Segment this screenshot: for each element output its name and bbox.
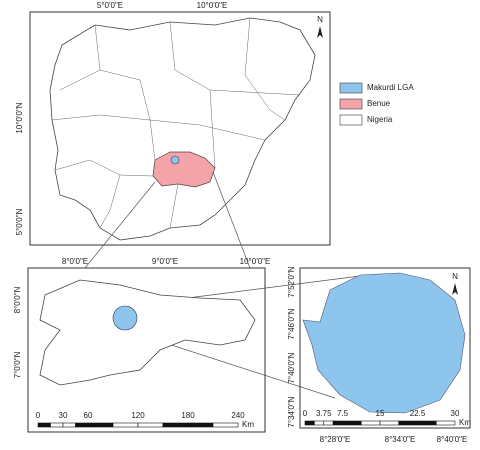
benue-frame [27, 267, 266, 433]
connector [84, 181, 156, 269]
scale-label: 0 [303, 409, 308, 418]
scale-segment [75, 422, 89, 428]
scale-label: 15 [376, 409, 385, 418]
lat-label: 10°0'0"N [15, 102, 24, 133]
connector [212, 171, 251, 269]
legend-label: Nigeria [367, 115, 393, 124]
scale-label: 180 [181, 411, 195, 420]
lon-label: 8°34'0"E [385, 435, 416, 444]
scale-segment [87, 422, 114, 428]
scale-segment [398, 420, 418, 426]
scale-segment [304, 420, 315, 426]
legend: Makurdi LGA Benue Nigeria [339, 82, 414, 126]
lon-label: 8°40'0"E [437, 435, 468, 444]
scale-segment [37, 422, 51, 428]
legend-label: Makurdi LGA [367, 83, 414, 92]
scale-label: 3.75 [316, 409, 332, 418]
scale-segment [342, 420, 362, 426]
scale-segment [187, 422, 214, 428]
scale-segment [435, 420, 456, 426]
scale-label: 30 [59, 411, 68, 420]
scale-label: 60 [84, 411, 93, 420]
scale-segment [379, 420, 400, 426]
scale-label: 22.5 [410, 409, 426, 418]
north-label: N [452, 272, 458, 281]
state-boundaries [51, 17, 301, 229]
benue-outline [39, 279, 256, 386]
makurdi-region [112, 305, 138, 331]
scale-label: 7.5 [337, 409, 349, 418]
scale-segment [314, 420, 325, 426]
scale-label: 240 [231, 411, 245, 420]
lat-label: 7°52'0"N [287, 266, 296, 297]
scale-segment [162, 422, 189, 428]
lon-label: 8°0'0"E [62, 257, 88, 266]
benue-region [152, 151, 216, 188]
lat-label: 7°46'0"N [287, 308, 296, 339]
lat-label: 8°0'0"N [13, 286, 22, 313]
scale-segment [112, 422, 139, 428]
legend-swatch [339, 82, 363, 94]
scale-segment [332, 420, 343, 426]
lon-label: 5°0'0"E [97, 1, 123, 10]
nigeria-outline [49, 17, 316, 241]
north-arrow [452, 283, 458, 295]
makurdi-frame [299, 267, 471, 429]
scale-label: 120 [131, 411, 145, 420]
lat-label: 5°0'0"N [15, 208, 24, 235]
scale-label: 0 [36, 411, 41, 420]
north-arrow [317, 26, 323, 38]
scale-unit: Km [242, 420, 254, 429]
makurdi-region [170, 155, 180, 165]
scale-label: 30 [451, 409, 460, 418]
legend-swatch [339, 98, 363, 110]
legend-swatch [339, 114, 363, 126]
lon-label: 10°0'0"E [197, 1, 228, 10]
scale-segment [62, 422, 76, 428]
legend-label: Benue [367, 99, 391, 108]
makurdi-lga [302, 272, 466, 414]
scale-segment [417, 420, 437, 426]
scale-segment [137, 422, 164, 428]
scale-unit: Km [459, 418, 471, 427]
lon-label: 8°28'0"E [320, 435, 351, 444]
lon-label: 10°0'0"E [240, 257, 271, 266]
lon-label: 9°0'0"E [152, 257, 178, 266]
scale-segment [360, 420, 381, 426]
scale-segment [323, 420, 334, 426]
nigeria-frame [29, 11, 331, 246]
lat-label: 7°40'0"N [287, 352, 296, 383]
lat-label: 7°0'0"N [13, 351, 22, 378]
lat-label: 7°34'0"N [287, 396, 296, 427]
north-label: N [317, 15, 323, 24]
scale-segment [50, 422, 64, 428]
scale-segment [212, 422, 239, 428]
